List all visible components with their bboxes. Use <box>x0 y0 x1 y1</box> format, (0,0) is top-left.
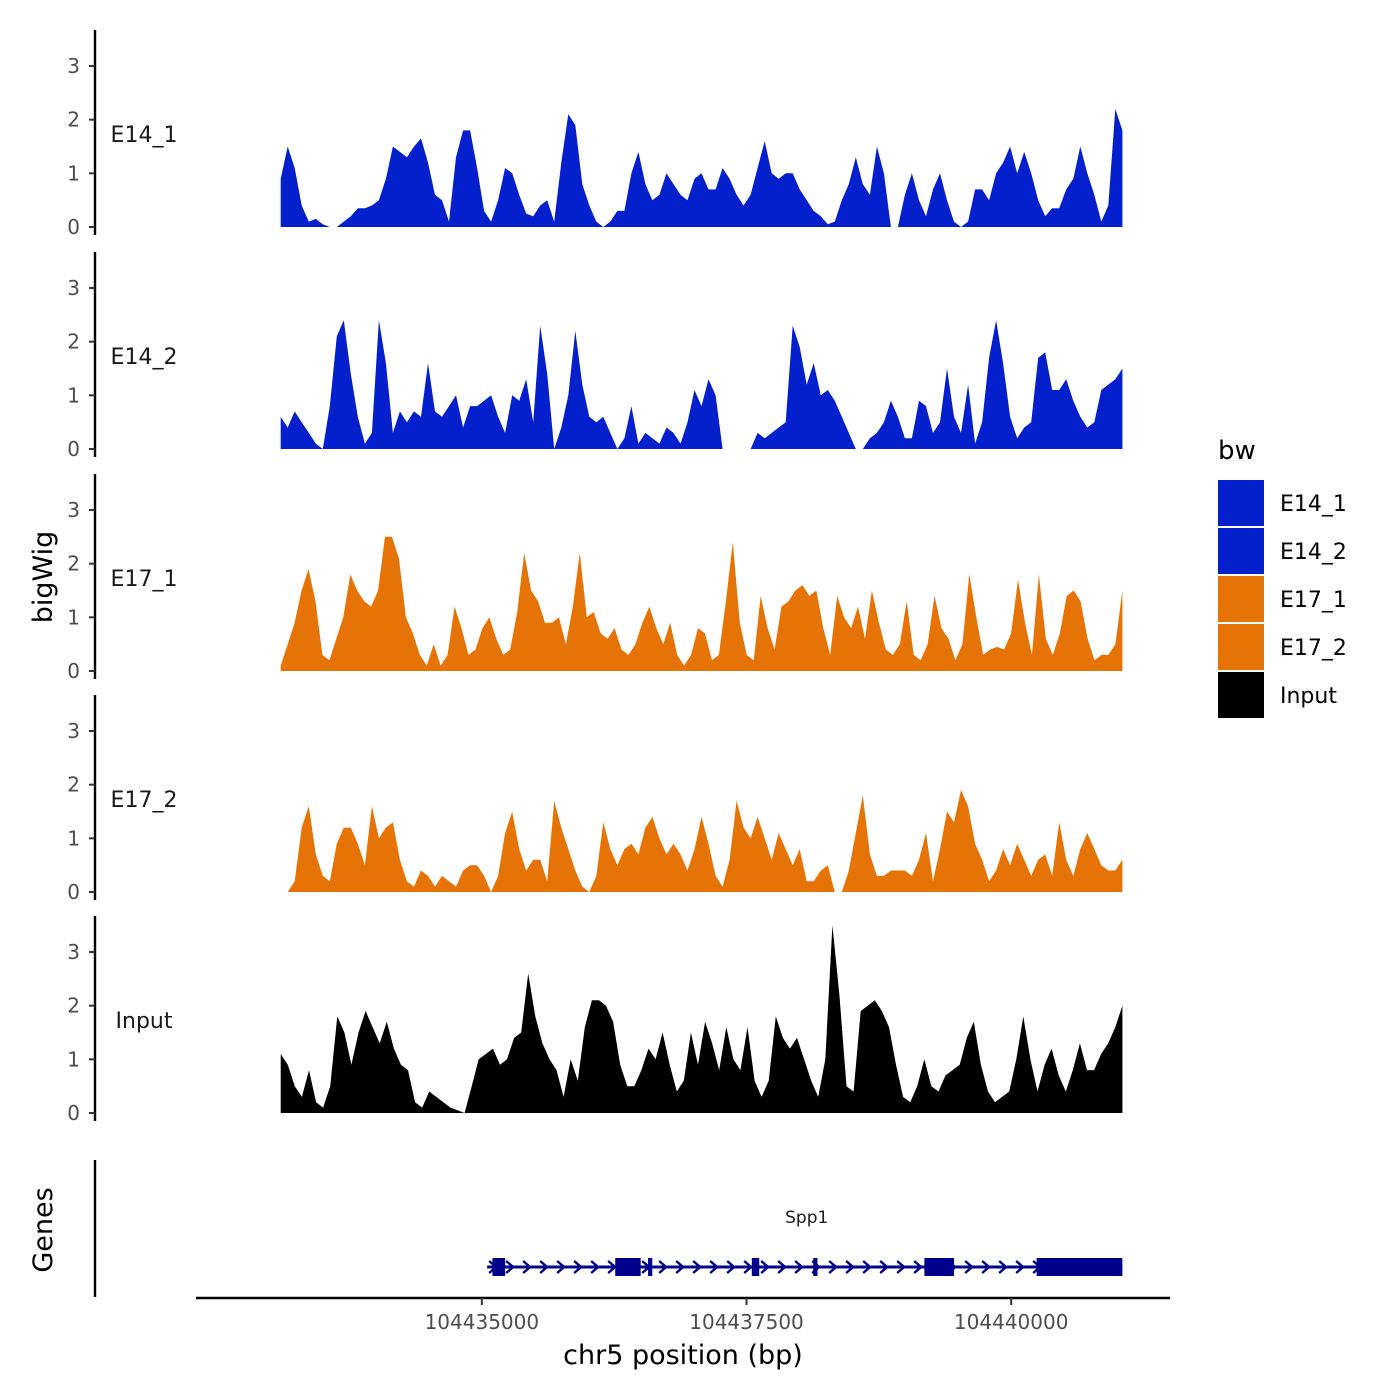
y-tick-label: 1 <box>67 826 80 850</box>
strand-arrow <box>828 1260 838 1274</box>
legend-swatch <box>1218 624 1264 670</box>
strand-arrow <box>709 1260 719 1274</box>
track-e17-1: 0 1 2 3 E17_1 <box>67 474 1123 683</box>
legend-label: E14_1 <box>1280 492 1347 517</box>
y-tick-label: 1 <box>67 1047 80 1071</box>
exon <box>492 1258 506 1276</box>
exon <box>813 1258 818 1276</box>
y-tick-label: 0 <box>67 880 80 904</box>
track-label: E17_2 <box>111 788 178 813</box>
strand-arrow <box>675 1260 685 1274</box>
y-tick-label: 1 <box>67 161 80 185</box>
exon <box>1036 1258 1123 1276</box>
coverage-area <box>280 320 1123 449</box>
strand-arrow <box>590 1260 600 1274</box>
y-tick-label: 3 <box>67 940 80 964</box>
track-e14-1: 0 1 2 3 E14_1 <box>67 30 1123 239</box>
track-label: E17_1 <box>111 567 178 592</box>
y-tick-label: 0 <box>67 437 80 461</box>
y-tick-label: 2 <box>67 108 80 132</box>
strand-arrow <box>862 1260 872 1274</box>
legend-label: Input <box>1280 684 1337 709</box>
strand-arrow <box>743 1260 753 1274</box>
x-tick-label: 104440000 <box>954 1310 1069 1334</box>
x-axis-title: chr5 position (bp) <box>563 1340 803 1371</box>
legend-label: E17_1 <box>1280 588 1347 613</box>
y-tick-label: 0 <box>67 1101 80 1125</box>
strand-arrow <box>726 1260 736 1274</box>
strand-arrow <box>794 1260 804 1274</box>
y-tick-label: 3 <box>67 719 80 743</box>
y-tick-label: 2 <box>67 773 80 797</box>
strand-arrow <box>981 1260 991 1274</box>
strand-arrow <box>896 1260 906 1274</box>
strand-arrow <box>505 1260 515 1274</box>
strand-arrow <box>964 1260 974 1274</box>
track-e14-2: 0 1 2 3 E14_2 <box>67 252 1123 461</box>
coverage-tracks: 0 1 2 3 E14_1 0 1 2 3 E14_2 0 1 2 3 E17_1 0 1 2 3 E17_2 0 1 2 3… <box>67 30 1123 1125</box>
x-axis: 104435000 104437500 104440000 <box>196 1296 1170 1334</box>
gene-panel-title: Genes <box>28 1187 59 1272</box>
gene-label: Spp1 <box>785 1208 828 1228</box>
exon <box>648 1258 653 1276</box>
strand-arrow <box>658 1260 668 1274</box>
strand-arrow <box>539 1260 549 1274</box>
coverage-area <box>280 790 1123 892</box>
exon <box>751 1258 760 1276</box>
x-tick-label: 104437500 <box>689 1310 804 1334</box>
strand-arrow <box>692 1260 702 1274</box>
strand-arrow <box>913 1260 923 1274</box>
strand-arrow <box>998 1260 1008 1274</box>
legend-title: bw <box>1218 436 1256 466</box>
strand-arrow <box>573 1260 583 1274</box>
strand-arrow <box>879 1260 889 1274</box>
y-tick-label: 1 <box>67 605 80 629</box>
strand-arrow <box>777 1260 787 1274</box>
y-tick-label: 3 <box>67 276 80 300</box>
track-label: Input <box>116 1009 173 1034</box>
track-label: E14_1 <box>111 123 178 148</box>
track-input: 0 1 2 3 Input <box>67 916 1123 1125</box>
legend-label: E14_2 <box>1280 540 1347 565</box>
legend-swatch <box>1218 576 1264 622</box>
strand-arrow <box>760 1260 770 1274</box>
x-tick-label: 104435000 <box>425 1310 540 1334</box>
strand-arrow <box>556 1260 566 1274</box>
strand-arrow <box>845 1260 855 1274</box>
track-label: E14_2 <box>111 345 178 370</box>
strand-arrow <box>607 1260 617 1274</box>
legend-swatch <box>1218 672 1264 718</box>
coverage-area <box>280 925 1123 1113</box>
legend-swatch <box>1218 528 1264 574</box>
y-tick-label: 2 <box>67 994 80 1018</box>
y-tick-label: 1 <box>67 383 80 407</box>
strand-arrow <box>522 1260 532 1274</box>
y-tick-label: 0 <box>67 659 80 683</box>
y-tick-label: 2 <box>67 330 80 354</box>
y-tick-label: 2 <box>67 552 80 576</box>
legend: bw E14_1 E14_2 E17_1 E17_2 Input <box>1218 436 1347 718</box>
y-axis-title: bigWig <box>28 531 59 624</box>
exon <box>615 1258 641 1276</box>
exon <box>924 1258 955 1276</box>
coverage-area <box>280 108 1123 227</box>
gene-panel: Spp1 <box>93 1160 1123 1297</box>
y-tick-label: 3 <box>67 54 80 78</box>
legend-swatch <box>1218 480 1264 526</box>
coverage-area <box>280 536 1123 671</box>
strand-arrow <box>1015 1260 1025 1274</box>
track-e17-2: 0 1 2 3 E17_2 <box>67 695 1123 904</box>
y-tick-label: 3 <box>67 498 80 522</box>
legend-label: E17_2 <box>1280 636 1347 661</box>
y-tick-label: 0 <box>67 215 80 239</box>
